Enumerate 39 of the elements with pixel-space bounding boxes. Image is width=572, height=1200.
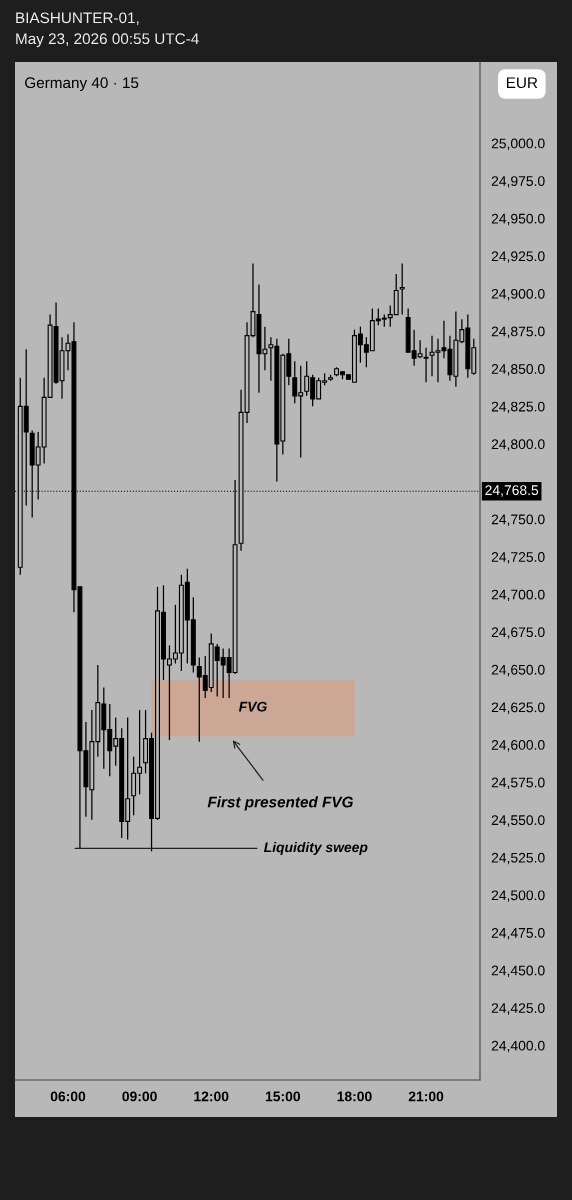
candlestick xyxy=(423,347,429,383)
x-tick-label: 15:00 xyxy=(265,1091,301,1102)
y-tick-label: 24,425.0 xyxy=(491,1003,545,1015)
y-tick-label: 24,650.0 xyxy=(491,664,545,677)
y-tick-label: 24,850.0 xyxy=(491,364,545,376)
y-tick-label: 24,975.0 xyxy=(491,176,545,188)
y-tick-label: 24,875.0 xyxy=(491,326,545,338)
x-tick-label: 09:00 xyxy=(122,1091,157,1102)
y-tick-label: 24,950.0 xyxy=(491,213,545,226)
candlestick xyxy=(399,262,405,316)
ref-line-label: 24,768.5 xyxy=(485,485,539,497)
annotation: First presented FVG xyxy=(207,796,353,811)
y-tick-label: 24,900.0 xyxy=(491,288,545,301)
annotation: Liquidity sweep xyxy=(263,841,368,855)
y-tick-label: 24,500.0 xyxy=(491,890,545,902)
text: Germany 40 · 15 xyxy=(25,77,139,92)
x-tick-label: 06:00 xyxy=(50,1091,86,1102)
band-label: FVG xyxy=(238,701,267,712)
y-tick-label: 24,675.0 xyxy=(491,627,545,639)
y-tick-label: 24,450.0 xyxy=(491,965,545,978)
y-tick-label: 24,400.0 xyxy=(491,1040,545,1053)
y-tick-label: 24,525.0 xyxy=(491,852,545,865)
y-tick-label: 24,750.0 xyxy=(491,514,545,526)
text: EUR xyxy=(506,77,538,89)
y-tick-label: 24,700.0 xyxy=(491,589,545,602)
x-tick-label: 18:00 xyxy=(337,1091,372,1102)
x-tick-label: 21:00 xyxy=(408,1091,444,1102)
chart-subtitle: BIASHUNTER-01, May 23, 2026 00:55 UTC-4 xyxy=(16,12,199,48)
y-tick-label: 24,550.0 xyxy=(491,815,545,827)
y-tick-label: 24,625.0 xyxy=(491,702,545,714)
y-tick-label: 24,575.0 xyxy=(491,777,545,790)
y-tick-label: 24,725.0 xyxy=(491,552,545,564)
y-tick-label: 24,475.0 xyxy=(491,927,545,940)
x-tick-label: 12:00 xyxy=(194,1091,229,1102)
y-tick-label: 24,800.0 xyxy=(491,439,545,451)
y-tick-label: 25,000.0 xyxy=(491,138,545,151)
y-tick-label: 24,825.0 xyxy=(491,401,545,414)
y-tick-label: 24,925.0 xyxy=(491,251,545,263)
y-tick-label: 24,600.0 xyxy=(491,740,545,752)
